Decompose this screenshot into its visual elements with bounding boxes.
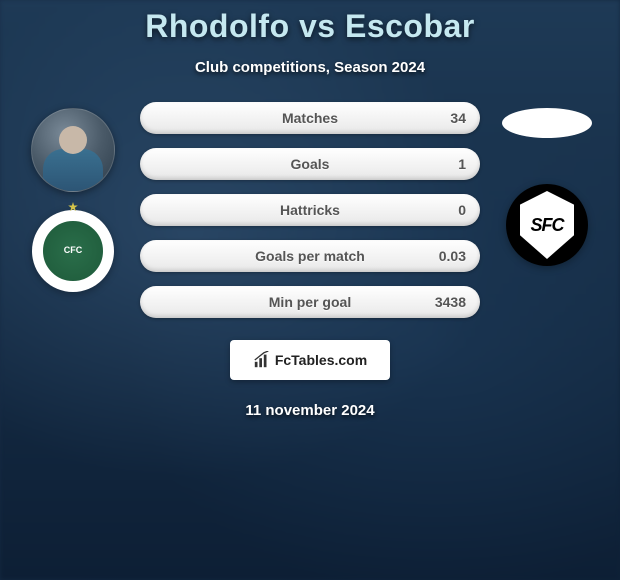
- club-code-right: SFC: [531, 215, 564, 236]
- stat-value-right: 0.03: [439, 248, 466, 264]
- stat-value-right: 1: [458, 156, 466, 172]
- stat-bar-mpg: Min per goal 3438: [140, 286, 480, 318]
- club-badge-left-inner: CFC: [41, 219, 105, 283]
- bar-chart-icon: [253, 351, 271, 369]
- stat-label: Matches: [282, 110, 338, 126]
- player-photo-right: [502, 108, 592, 138]
- stat-label: Min per goal: [269, 294, 351, 310]
- stat-bar-matches: Matches 34: [140, 102, 480, 134]
- stat-bar-hattricks: Hattricks 0: [140, 194, 480, 226]
- date-label: 11 november 2024: [0, 402, 620, 419]
- page-subtitle: Club competitions, Season 2024: [0, 59, 620, 76]
- page-title: Rhodolfo vs Escobar: [0, 8, 620, 45]
- stat-value-right: 0: [458, 202, 466, 218]
- stat-value-right: 34: [450, 110, 466, 126]
- club-badge-left: CFC: [32, 210, 114, 292]
- stat-bar-gpm: Goals per match 0.03: [140, 240, 480, 272]
- stat-value-right: 3438: [435, 294, 466, 310]
- brand-text: FcTables.com: [275, 352, 367, 368]
- brand-logo-box[interactable]: FcTables.com: [230, 340, 390, 380]
- stat-label: Goals: [291, 156, 330, 172]
- club-code-left: CFC: [64, 246, 83, 256]
- right-player-column: SFC: [492, 102, 602, 266]
- stat-label: Hattricks: [280, 202, 340, 218]
- left-player-column: CFC: [18, 102, 128, 292]
- main-content: Rhodolfo vs Escobar Club competitions, S…: [0, 0, 620, 419]
- stats-column: Matches 34 Goals 1 Hattricks 0 Goals per…: [140, 102, 480, 318]
- club-badge-right: SFC: [506, 184, 588, 266]
- player-photo-left: [31, 108, 115, 192]
- stat-bar-goals: Goals 1: [140, 148, 480, 180]
- comparison-row: CFC Matches 34 Goals 1 Hattricks 0 Goals…: [0, 102, 620, 318]
- club-badge-right-inner: SFC: [520, 191, 574, 259]
- stat-label: Goals per match: [255, 248, 365, 264]
